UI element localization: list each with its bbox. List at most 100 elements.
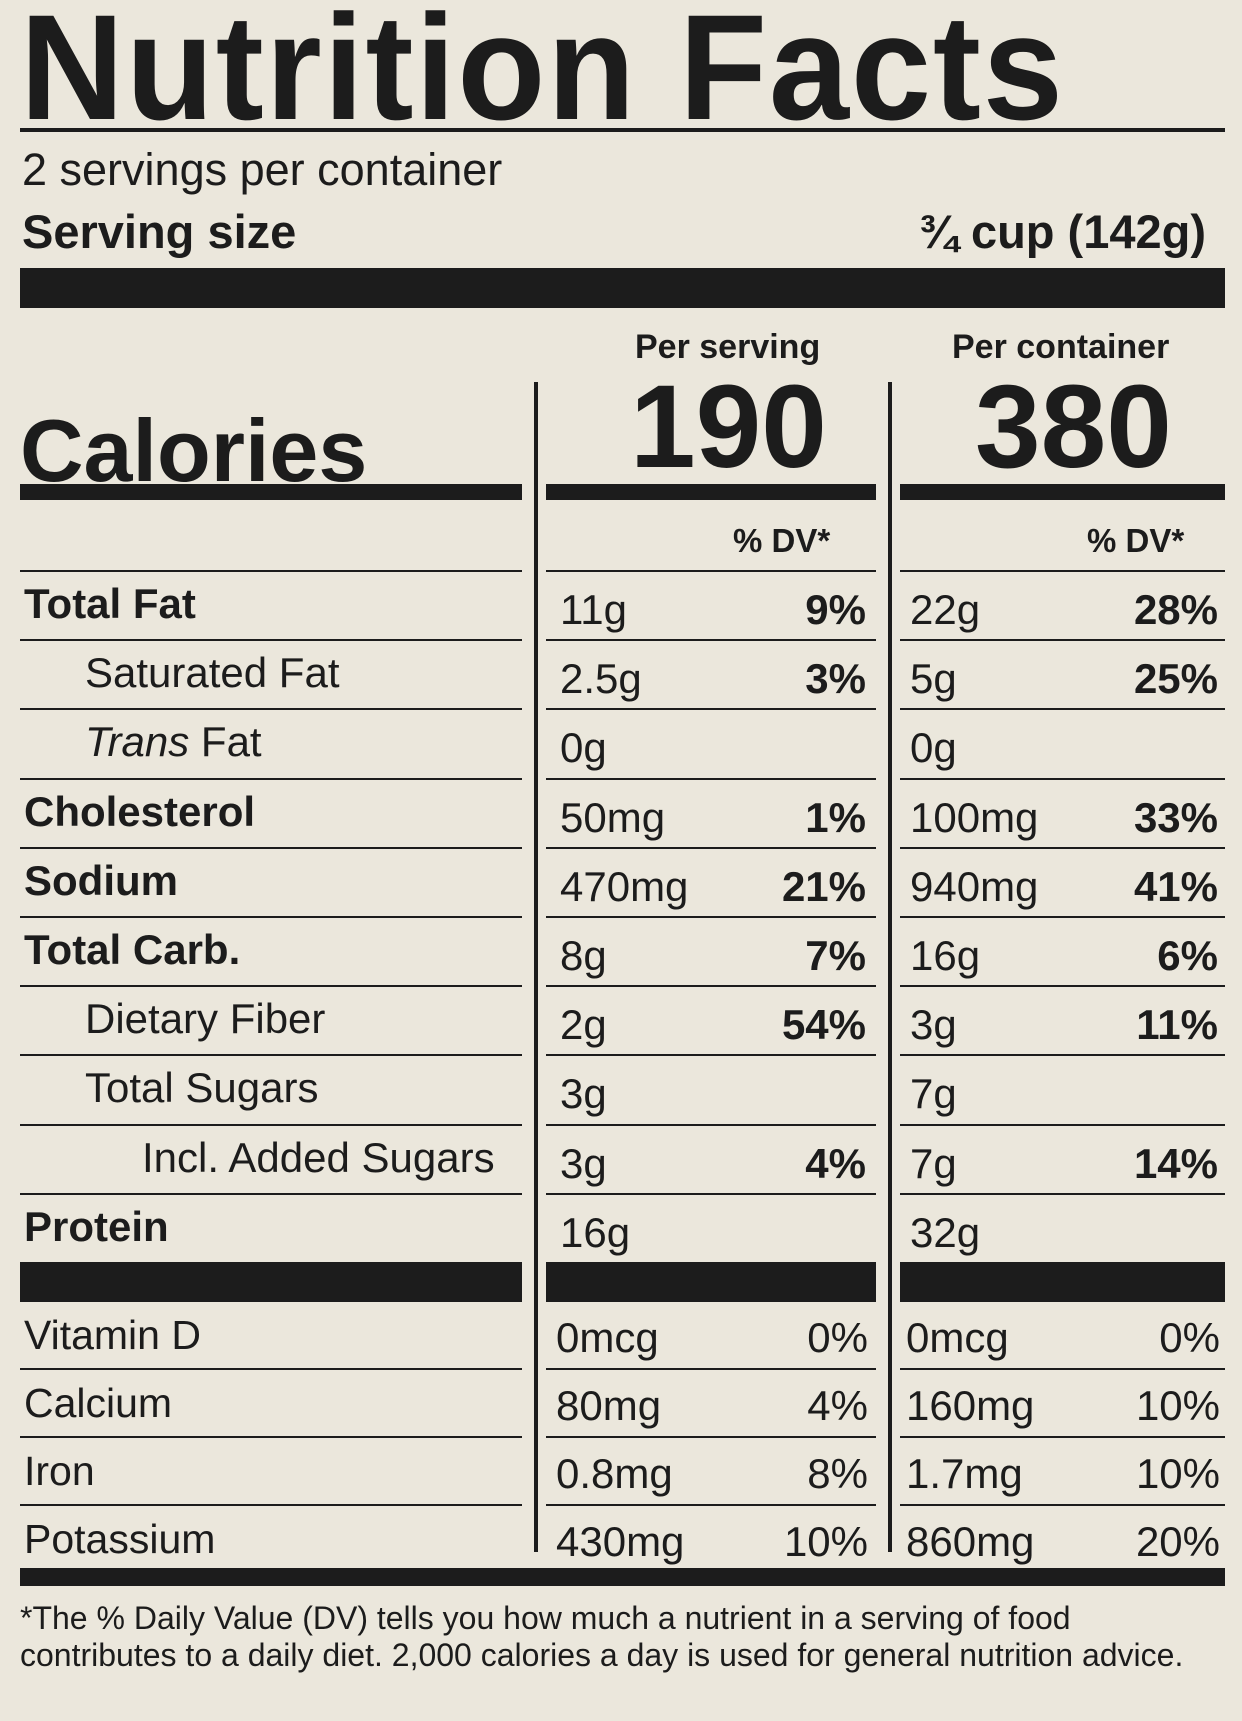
vitamin-row-rule-2 bbox=[900, 1504, 1225, 1506]
calories-per-serving: 190 bbox=[630, 361, 827, 493]
nutrient-row-rule-head-0 bbox=[20, 570, 522, 572]
container-dv: 10% bbox=[1135, 1450, 1220, 1497]
nutrient-row-rule-2 bbox=[900, 777, 1225, 780]
serving-amount: 80mg bbox=[556, 1382, 662, 1429]
container-dv: 25% bbox=[1133, 655, 1218, 703]
calories-rule-container bbox=[900, 484, 1225, 500]
nutrient-name: Incl. Added Sugars bbox=[142, 1133, 495, 1181]
serving-dv: 10% bbox=[783, 1518, 868, 1565]
container-amount: 0g bbox=[910, 724, 957, 772]
serving-amount: 3g bbox=[560, 1070, 607, 1118]
container-amount: 7g bbox=[910, 1139, 957, 1187]
container-dv: 11% bbox=[1136, 1001, 1218, 1049]
serving-size-value: ¾ cup (142g) bbox=[918, 205, 1206, 258]
nutrient-row-rule-1 bbox=[546, 639, 876, 642]
vitamin-row-rule-2 bbox=[900, 1436, 1225, 1438]
serving-dv: 3% bbox=[805, 655, 866, 703]
serving-amount: 0.8mg bbox=[556, 1450, 673, 1497]
vitamin-name: Vitamin D bbox=[24, 1312, 201, 1358]
serving-dv: 8% bbox=[807, 1450, 868, 1497]
vitamin-row-rule-1 bbox=[546, 1504, 876, 1506]
container-amount: 16g bbox=[910, 932, 981, 979]
thick-rule-bottom bbox=[20, 1568, 1225, 1586]
serving-dv: 7% bbox=[805, 932, 866, 979]
serving-amount: 470mg bbox=[560, 862, 689, 910]
nutrient-row-rule-2 bbox=[900, 916, 1225, 918]
container-amount: 860mg bbox=[906, 1518, 1035, 1565]
container-dv: 10% bbox=[1135, 1382, 1220, 1429]
nutrient-row-rule-2 bbox=[900, 1054, 1225, 1057]
serving-amount: 8g bbox=[560, 932, 607, 979]
container-dv: 33% bbox=[1133, 793, 1218, 841]
serving-amount: 16g bbox=[560, 1208, 631, 1256]
nutrient-name-rest: Fat bbox=[189, 718, 262, 766]
container-dv: 14% bbox=[1133, 1139, 1218, 1187]
thick-rule-top bbox=[20, 268, 1225, 308]
container-amount: 1.7mg bbox=[906, 1450, 1023, 1497]
container-dv: 0% bbox=[1159, 1314, 1220, 1361]
container-amount: 7g bbox=[910, 1070, 957, 1118]
container-dv: 28% bbox=[1133, 586, 1218, 633]
container-dv: 20% bbox=[1135, 1518, 1220, 1565]
calories-rule-name bbox=[20, 484, 522, 500]
thick-rule-vitamins-container bbox=[900, 1262, 1225, 1302]
nutrient-row-rule-1 bbox=[546, 985, 876, 988]
dv-header-serving: % DV* bbox=[733, 522, 831, 559]
nutrient-name: Trans Fat bbox=[85, 718, 262, 766]
vitamin-row-rule-2 bbox=[900, 1368, 1225, 1370]
serving-dv: 9% bbox=[805, 586, 866, 633]
thick-rule-vitamins-name bbox=[20, 1262, 522, 1302]
per-container-header: Per container bbox=[952, 328, 1170, 366]
footnote: *The % Daily Value (DV) tells you how mu… bbox=[20, 1600, 1184, 1673]
nutrient-row-rule-2 bbox=[900, 1123, 1225, 1126]
vitamin-row-rule-0 bbox=[20, 1436, 522, 1438]
nutrient-name-italic: Trans bbox=[85, 718, 190, 766]
label-title: Nutrition Facts bbox=[20, 0, 1065, 151]
nutrient-row-rule-0 bbox=[20, 1192, 522, 1195]
serving-size-label: Serving size bbox=[22, 205, 297, 258]
dv-header-container: % DV* bbox=[1087, 522, 1185, 559]
nutrient-row-rule-head-1 bbox=[546, 570, 876, 572]
serving-dv: 4% bbox=[807, 1382, 868, 1429]
container-dv: 6% bbox=[1157, 932, 1218, 979]
container-amount: 22g bbox=[910, 586, 981, 633]
container-amount: 0mcg bbox=[906, 1314, 1009, 1361]
title-rule bbox=[20, 128, 1225, 132]
nutrient-row-rule-2 bbox=[900, 1192, 1225, 1195]
vitamin-row-rule-1 bbox=[546, 1436, 876, 1438]
container-amount: 5g bbox=[910, 655, 957, 703]
serving-amount: 430mg bbox=[556, 1518, 685, 1565]
vitamin-row-rule-0 bbox=[20, 1368, 522, 1370]
container-amount: 100mg bbox=[910, 793, 1039, 841]
nutrient-name: Dietary Fiber bbox=[85, 995, 326, 1043]
per-serving-header: Per serving bbox=[635, 328, 821, 366]
nutrient-row-rule-1 bbox=[546, 777, 876, 780]
nutrient-row-rule-1 bbox=[546, 1123, 876, 1126]
column-divider-right bbox=[888, 382, 892, 1552]
container-amount: 3g bbox=[910, 1001, 957, 1049]
nutrient-row-rule-1 bbox=[546, 708, 876, 711]
serving-dv: 21% bbox=[781, 862, 866, 910]
nutrient-row-rule-1 bbox=[546, 1192, 876, 1195]
calories-per-container: 380 bbox=[975, 361, 1172, 493]
nutrient-name: Total Sugars bbox=[85, 1064, 319, 1112]
nutrient-row-rule-2 bbox=[900, 985, 1225, 988]
nutrient-row-rule-1 bbox=[546, 916, 876, 918]
vitamin-name: Iron bbox=[24, 1448, 95, 1494]
nutrient-row-rule-1 bbox=[546, 1054, 876, 1057]
nutrient-row-rule-2 bbox=[900, 708, 1225, 711]
nutrient-row-rule-0 bbox=[20, 985, 522, 988]
nutrient-row-rule-0 bbox=[20, 639, 522, 642]
vitamin-name: Calcium bbox=[24, 1380, 173, 1426]
nutrient-row-rule-0 bbox=[20, 777, 522, 780]
serving-amount: 11g bbox=[560, 586, 627, 633]
nutrient-row-rule-0 bbox=[20, 708, 522, 711]
serving-amount: 0mcg bbox=[556, 1314, 659, 1361]
serving-dv: 1% bbox=[805, 793, 866, 841]
nutrient-name: Sodium bbox=[24, 856, 178, 904]
serving-dv: 54% bbox=[781, 1001, 866, 1049]
serving-dv: 0% bbox=[807, 1314, 868, 1361]
container-dv: 41% bbox=[1133, 862, 1218, 910]
vitamin-row-rule-0 bbox=[20, 1504, 522, 1506]
